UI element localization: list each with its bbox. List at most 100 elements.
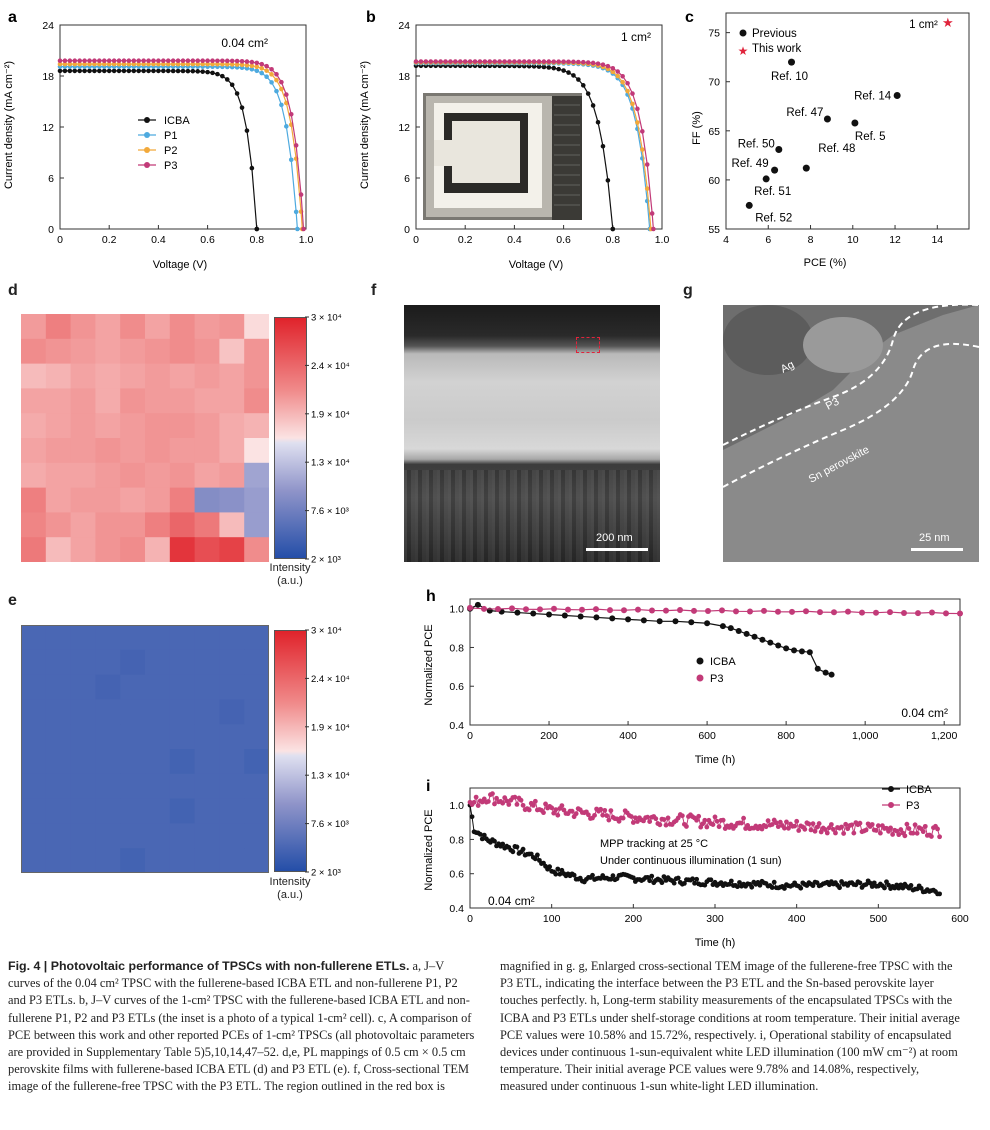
operational-point-p3 [665, 815, 671, 821]
jv-point-p2 [615, 73, 621, 79]
heatmap-cell [244, 438, 269, 464]
heatmap-cell [120, 848, 146, 873]
heatmap-cell [145, 773, 171, 800]
jv-point-p3 [244, 59, 250, 64]
jv-point-p3 [92, 58, 97, 63]
heatmap-cell [45, 699, 72, 725]
heatmap-cell [219, 625, 245, 651]
operational-point-icba [610, 873, 616, 879]
operational-point-p3 [492, 801, 497, 807]
jv-point-p2 [259, 66, 265, 71]
operational-point-p3 [812, 828, 818, 834]
operational-point-p3 [914, 830, 920, 836]
b-plot-ytick-label: 6 [404, 173, 410, 185]
jv-point-p3 [605, 63, 611, 69]
operational-point-p3 [816, 821, 822, 826]
scatter-point [893, 91, 901, 99]
panel-h-area-label: 0.04 cm² [901, 706, 948, 720]
jv-point-p3 [428, 59, 434, 64]
stability-point-p3 [635, 606, 641, 613]
jv-point-p1 [254, 68, 260, 74]
heatmap-cell [145, 848, 171, 873]
heatmap-cell [70, 314, 96, 340]
jv-point-p3 [220, 58, 225, 64]
operational-point-p3 [553, 807, 559, 813]
heatmap-cell [21, 699, 47, 725]
panel-letter-h: h [426, 588, 436, 605]
jv-point-icba [161, 68, 166, 74]
scatter-point [745, 201, 753, 209]
jv-point-p2 [116, 61, 122, 67]
jv-point-p2 [141, 61, 146, 67]
panel-h-stability-chart: h 0 200 400 600 800 1,000 1,200 0.4 0.6 0.8 1.0 Ti… [423, 588, 963, 766]
scatter-point-label: Ref. 51 [754, 186, 791, 198]
operational-point-p3 [600, 812, 606, 818]
a-plot-xtick-label: 0.8 [249, 234, 264, 246]
heatmap-cell [169, 438, 196, 464]
operational-point-icba [681, 880, 687, 886]
heatmap-cell [244, 848, 269, 873]
heatmap-cell [95, 388, 121, 414]
stability-point-icba [828, 671, 835, 678]
stability-curve-p3 [469, 607, 961, 615]
operational-point-p3 [759, 826, 765, 832]
stability-point-icba [656, 618, 663, 625]
heatmap-cell [95, 512, 121, 538]
stability-curve-icba [469, 604, 832, 676]
jv-point-p2 [67, 61, 73, 67]
jv-point-p2 [210, 61, 215, 67]
panel-a-jv-chart: a 0.04 cm² 0 0.2 0.4 0.6 0.8 1.0 0 6 12 18 24 Volt… [3, 9, 313, 271]
jv-point-p3 [448, 59, 453, 64]
stability-point-p3 [957, 610, 963, 617]
colorbar-e-title: Intensity (a.u.) [269, 876, 311, 901]
operational-point-p3 [504, 798, 510, 804]
stability-point-icba [727, 625, 734, 632]
operational-point-icba [500, 841, 506, 847]
c-ytick-label: 70 [708, 77, 720, 89]
heatmap-cell [244, 773, 269, 800]
heatmap-cell [169, 537, 196, 562]
heatmap-cell [45, 438, 72, 464]
scatter-point-label: Ref. 47 [786, 107, 823, 119]
panel-a-ylabel: Current density (mA cm⁻²) [3, 61, 15, 189]
operational-point-icba [590, 872, 595, 878]
operational-point-p3 [514, 802, 520, 807]
operational-point-icba [918, 885, 924, 891]
stability-point-icba [530, 610, 537, 617]
jv-point-p2 [635, 120, 640, 125]
operational-point-icba [735, 884, 740, 890]
stability-point-icba [735, 627, 742, 634]
jv-point-icba [556, 66, 561, 72]
jv-point-icba [546, 65, 552, 70]
colorbar-tick-label: 1.9 × 10⁴ [311, 409, 350, 420]
a-plot-ytick-label: 0 [48, 224, 54, 236]
jv-point-p2 [57, 61, 63, 67]
operational-point-icba [702, 882, 708, 888]
heatmap-cell [45, 649, 72, 676]
colorbar-tick-label: 3 × 10⁴ [311, 313, 342, 324]
a-plot-xtick-label: 0 [57, 234, 63, 246]
jv-point-p2 [220, 61, 225, 67]
heatmap-cell [95, 699, 121, 725]
operational-point-icba [547, 864, 553, 870]
jv-point-p3 [546, 59, 552, 64]
operational-point-p3 [494, 795, 499, 801]
operational-point-p3 [814, 824, 820, 830]
stability-point-p3 [943, 610, 949, 617]
colorbar-e-ticks: 3 × 10⁴ 2.4 × 10⁴ 1.9 × 10⁴ 1.3 × 10⁴ 7.6 × … [305, 626, 350, 879]
heatmap-cell [70, 388, 96, 414]
heatmap-cell [194, 338, 220, 365]
stability-point-p3 [761, 607, 767, 614]
jv-point-p3 [67, 58, 73, 63]
operational-point-icba [555, 866, 561, 872]
operational-point-p3 [937, 834, 942, 840]
jv-point-p3 [249, 59, 255, 65]
a-plot-xtick-label: 0.6 [200, 234, 215, 246]
jv-point-p2 [229, 62, 235, 67]
heatmap-cell [45, 724, 72, 750]
legend-icba: ICBA [906, 784, 932, 796]
operational-point-p3 [512, 794, 518, 800]
b-plot-ytick-label: 18 [398, 71, 410, 83]
operational-point-p3 [802, 826, 808, 832]
i-xtick-label: 100 [543, 913, 561, 925]
